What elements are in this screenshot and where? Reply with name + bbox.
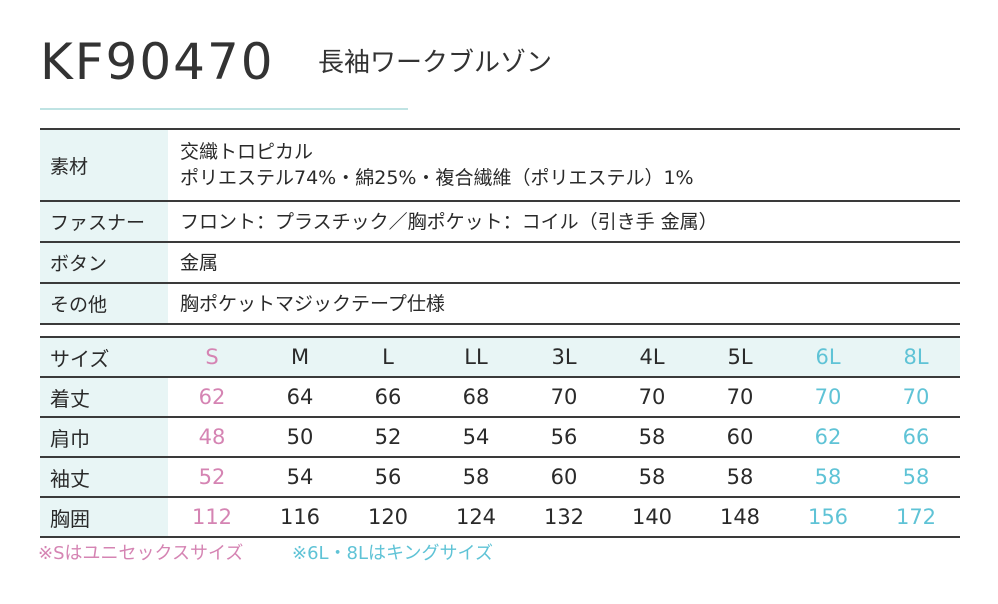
size-cell: 58	[638, 465, 666, 489]
size-cell: 66	[902, 425, 930, 449]
spec-value: フロント：プラスチック／胸ポケット：コイル（引き手 金属）	[180, 210, 718, 233]
size-cell: 140	[631, 505, 673, 529]
size-cell: 68	[462, 385, 490, 409]
size-row-label: 胸囲	[40, 497, 168, 537]
size-header-row: サイズ S M L LL 3L 4L 5L 6L 8L	[40, 337, 960, 377]
spec-value: 金属	[180, 251, 219, 274]
spec-value: 胸ポケットマジックテープ仕様	[180, 292, 445, 315]
size-cell: 58	[902, 465, 930, 489]
spec-value: ポリエステル74%・綿25%・複合繊維（ポリエステル）1%	[180, 167, 694, 189]
size-cell: 58	[814, 465, 842, 489]
size-row-label: 袖丈	[40, 457, 168, 497]
spec-label: 素材	[40, 129, 168, 201]
size-cell: 62	[814, 425, 842, 449]
size-cell: 62	[198, 385, 226, 409]
unisex-size-note: ※Sはユニセックスサイズ	[38, 543, 244, 564]
product-name: 長袖ワークブルゾン	[318, 48, 553, 78]
size-row-chest: 胸囲 112 116 120 124 132 140 148 156 172	[40, 497, 960, 537]
size-cell: 156	[807, 505, 849, 529]
size-cell: 70	[550, 385, 578, 409]
spec-label: ボタン	[40, 242, 168, 283]
size-cell: 58	[462, 465, 490, 489]
size-row-sleeve: 袖丈 52 54 56 58 60 58 58 58 58	[40, 457, 960, 497]
spec-value: 交織トロピカル	[180, 141, 314, 163]
size-header-label: サイズ	[40, 337, 168, 377]
size-m: M	[256, 337, 344, 377]
size-cell: 54	[462, 425, 490, 449]
size-cell: 124	[455, 505, 497, 529]
size-cell: 120	[367, 505, 409, 529]
size-cell: 60	[726, 425, 754, 449]
size-cell: 54	[286, 465, 314, 489]
spec-table: 素材 交織トロピカル ポリエステル74%・綿25%・複合繊維（ポリエステル）1%…	[40, 128, 960, 325]
title-underline	[40, 108, 408, 110]
size-8l: 8L	[872, 337, 960, 377]
size-cell: 148	[719, 505, 761, 529]
size-row-label: 着丈	[40, 377, 168, 417]
size-cell: 116	[279, 505, 321, 529]
size-ll: LL	[432, 337, 520, 377]
size-cell: 52	[374, 425, 402, 449]
spec-label: その他	[40, 283, 168, 324]
size-s: S	[168, 337, 256, 377]
size-cell: 70	[726, 385, 754, 409]
size-3l: 3L	[520, 337, 608, 377]
size-cell: 64	[286, 385, 314, 409]
size-cell: 56	[550, 425, 578, 449]
size-table: サイズ S M L LL 3L 4L 5L 6L 8L 着丈 62 64 66 …	[40, 336, 960, 538]
spec-row-fastener: ファスナー フロント：プラスチック／胸ポケット：コイル（引き手 金属）	[40, 201, 960, 242]
size-cell: 58	[726, 465, 754, 489]
king-size-note: ※6L・8Lはキングサイズ	[292, 543, 493, 564]
size-cell: 56	[374, 465, 402, 489]
size-cell: 52	[198, 465, 226, 489]
size-cell: 70	[638, 385, 666, 409]
model-number: KF90470	[40, 33, 275, 91]
size-cell: 70	[814, 385, 842, 409]
size-row-shoulder: 肩巾 48 50 52 54 56 58 60 62 66	[40, 417, 960, 457]
spec-row-button: ボタン 金属	[40, 242, 960, 283]
size-cell: 58	[638, 425, 666, 449]
spec-label: ファスナー	[40, 201, 168, 242]
size-cell: 66	[374, 385, 402, 409]
size-row-label: 肩巾	[40, 417, 168, 457]
size-cell: 172	[895, 505, 937, 529]
size-4l: 4L	[608, 337, 696, 377]
size-cell: 132	[543, 505, 585, 529]
size-cell: 60	[550, 465, 578, 489]
size-cell: 48	[198, 425, 226, 449]
size-5l: 5L	[696, 337, 784, 377]
size-cell: 70	[902, 385, 930, 409]
spec-row-material: 素材 交織トロピカル ポリエステル74%・綿25%・複合繊維（ポリエステル）1%	[40, 129, 960, 201]
size-cell: 112	[191, 505, 233, 529]
size-6l: 6L	[784, 337, 872, 377]
size-cell: 50	[286, 425, 314, 449]
size-row-length: 着丈 62 64 66 68 70 70 70 70 70	[40, 377, 960, 417]
spec-row-other: その他 胸ポケットマジックテープ仕様	[40, 283, 960, 324]
size-l: L	[344, 337, 432, 377]
